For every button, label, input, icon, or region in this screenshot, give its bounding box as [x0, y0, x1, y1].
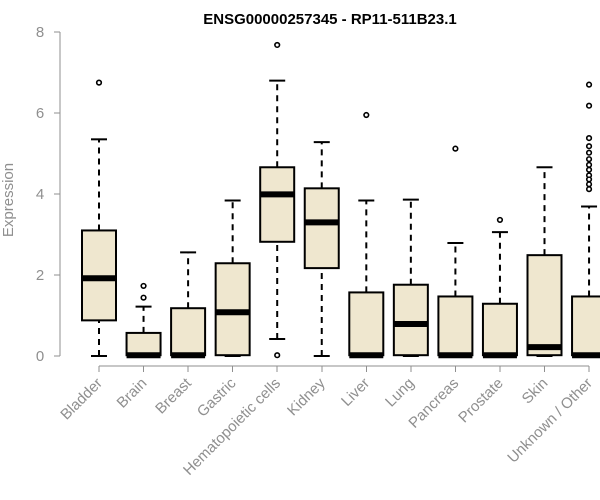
y-axis-label: Expression	[0, 163, 17, 237]
x-tick-label: Bladder	[57, 375, 106, 424]
x-tick-label: Brain	[114, 375, 151, 412]
outlier-point	[585, 186, 593, 193]
outlier-point	[363, 111, 370, 119]
box-group	[259, 41, 296, 359]
y-tick-label: 2	[36, 267, 44, 284]
x-tick-label: Kidney	[284, 374, 329, 419]
box-group	[214, 199, 251, 357]
box-group	[392, 198, 429, 357]
outlier-point	[95, 79, 103, 86]
x-tick-label: Prostate	[455, 375, 507, 427]
outlier-point	[585, 102, 593, 109]
interquartile-box	[526, 254, 563, 357]
x-tick-label: Skin	[519, 375, 552, 408]
outlier-point	[140, 294, 147, 301]
outlier-point	[585, 81, 593, 88]
outlier-point	[585, 176, 593, 183]
box-group	[81, 79, 117, 357]
box-group	[481, 216, 518, 359]
x-tick-label: Lung	[382, 375, 418, 411]
x-tick-label: Liver	[338, 375, 373, 410]
interquartile-box	[348, 291, 385, 357]
y-tick-label: 8	[36, 24, 44, 41]
box-group	[348, 111, 385, 359]
box-series	[81, 41, 600, 359]
box-group	[526, 166, 563, 357]
y-tick-label: 4	[36, 186, 44, 203]
outlier-point	[585, 135, 593, 142]
interquartile-box	[303, 187, 340, 270]
box-group	[170, 251, 207, 359]
outlier-point	[585, 181, 593, 188]
y-axis: 0 2 4 6 8	[36, 24, 61, 365]
box-group	[571, 81, 600, 359]
outlier-point	[496, 216, 504, 224]
outlier-point	[585, 143, 593, 150]
interquartile-box	[392, 283, 429, 357]
x-tick-label: Unknown / Other	[504, 375, 596, 467]
interquartile-box	[125, 331, 162, 357]
chart-title: ENSG00000257345 - RP11-511B23.1	[203, 11, 457, 28]
interquartile-box	[170, 307, 207, 357]
outlier-point	[585, 149, 593, 156]
box-group	[125, 282, 162, 359]
outlier-point	[585, 166, 593, 173]
outlier-point	[274, 352, 281, 359]
y-tick-label: 0	[36, 348, 44, 365]
box-group	[303, 141, 340, 357]
interquartile-box	[481, 302, 518, 357]
interquartile-box	[259, 166, 296, 243]
y-tick-label: 6	[36, 105, 44, 122]
outlier-point	[274, 41, 281, 49]
interquartile-box	[437, 295, 474, 357]
interquartile-box	[571, 295, 600, 357]
interquartile-box	[214, 262, 251, 357]
outlier-point	[452, 145, 459, 152]
outlier-point	[585, 156, 593, 163]
outlier-point	[585, 161, 593, 168]
outlier-point	[140, 282, 147, 290]
x-tick-label: Breast	[152, 374, 195, 417]
box-group	[437, 145, 474, 359]
